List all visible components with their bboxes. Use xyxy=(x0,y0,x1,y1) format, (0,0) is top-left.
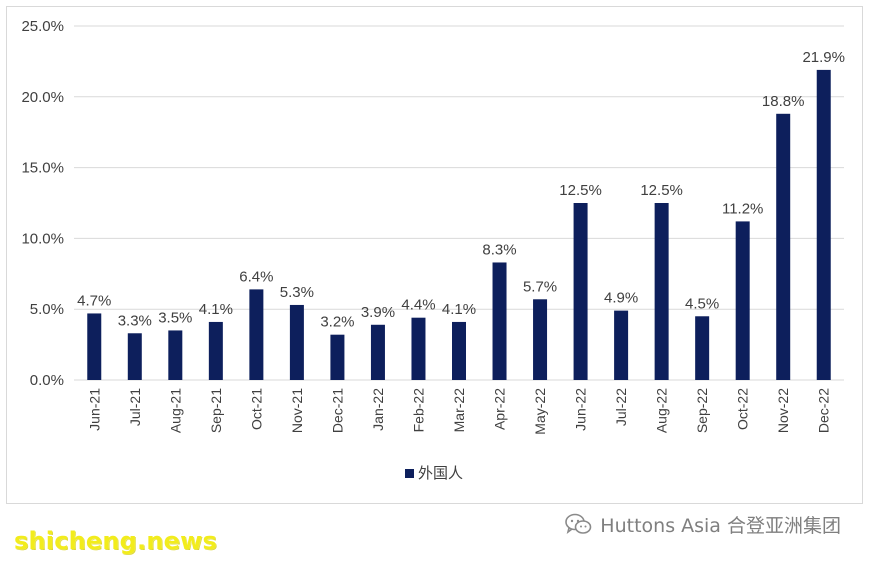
data-label: 4.1% xyxy=(199,301,233,318)
bar xyxy=(492,262,507,380)
bar xyxy=(533,299,548,380)
chart-frame: 0.0% 5.0% 10.0% 15.0% 20.0% 25.0% 4.7% Jun-21 3.… xyxy=(6,6,863,504)
data-label: 5.7% xyxy=(523,278,557,295)
bar xyxy=(695,316,710,380)
data-label: 6.4% xyxy=(239,268,273,285)
x-tick-label: Sep-21 xyxy=(208,388,224,433)
data-label: 4.9% xyxy=(604,290,638,307)
bar xyxy=(370,324,385,380)
wechat-icon xyxy=(564,512,592,536)
y-tick-label: 0.0% xyxy=(30,372,64,389)
bar xyxy=(614,310,629,380)
data-label: 5.3% xyxy=(280,284,314,301)
y-tick-label: 25.0% xyxy=(21,18,64,35)
bar xyxy=(330,334,345,380)
x-tick-label: Jun-21 xyxy=(86,388,102,431)
data-label: 4.4% xyxy=(401,297,435,314)
data-label: 12.5% xyxy=(559,182,602,199)
bar xyxy=(208,321,223,380)
bar xyxy=(411,317,426,380)
x-tick-label: Dec-21 xyxy=(329,388,345,433)
data-label: 4.1% xyxy=(442,301,476,318)
bar xyxy=(654,203,669,380)
bar xyxy=(127,333,142,380)
bar xyxy=(573,203,588,380)
y-tick-label: 10.0% xyxy=(21,230,64,247)
data-label: 11.2% xyxy=(722,200,763,217)
x-tick-label: Oct-22 xyxy=(735,388,751,430)
data-label: 4.7% xyxy=(77,292,111,309)
data-label: 12.5% xyxy=(640,182,683,199)
data-label: 18.8% xyxy=(762,93,805,110)
data-label: 3.2% xyxy=(320,314,354,331)
data-label: 3.5% xyxy=(158,309,192,326)
bar xyxy=(776,113,791,381)
x-tick-label: Nov-21 xyxy=(289,388,305,433)
y-tick-label: 15.0% xyxy=(21,160,64,177)
x-tick-label: Dec-22 xyxy=(816,388,832,433)
x-tick-label: Mar-22 xyxy=(451,388,467,433)
legend-swatch xyxy=(405,469,414,478)
x-tick-label: Apr-22 xyxy=(492,388,508,430)
x-tick-label: Jul-21 xyxy=(127,388,143,426)
site-watermark: shicheng.news xyxy=(14,527,217,555)
data-label: 3.3% xyxy=(118,312,152,329)
x-tick-label: May-22 xyxy=(532,388,548,435)
bar xyxy=(735,221,750,380)
x-tick-label: Jun-22 xyxy=(573,388,589,431)
data-label: 3.9% xyxy=(361,304,395,321)
x-tick-label: Jan-22 xyxy=(370,388,386,431)
bar xyxy=(289,304,304,380)
bar xyxy=(168,330,183,380)
y-tick-label: 5.0% xyxy=(30,301,64,318)
x-tick-label: Feb-22 xyxy=(410,388,426,433)
brand-name: Huttons Asia 合登亚洲集团 xyxy=(600,514,841,537)
bar xyxy=(452,321,466,380)
x-tick-label: Oct-21 xyxy=(248,388,264,430)
bar-chart: 0.0% 5.0% 10.0% 15.0% 20.0% 25.0% 4.7% Jun-21 3.… xyxy=(21,18,845,482)
y-tick-label: 20.0% xyxy=(21,89,64,106)
brand-watermark: Huttons Asia 合登亚洲集团 xyxy=(564,511,841,537)
x-tick-label: Nov-22 xyxy=(775,388,791,433)
legend-label: 外国人 xyxy=(418,464,463,482)
bar xyxy=(816,69,831,380)
bar xyxy=(87,313,102,380)
bar xyxy=(249,289,264,380)
data-label: 8.3% xyxy=(482,241,516,258)
x-tick-label: Aug-21 xyxy=(167,388,183,433)
x-tick-label: Sep-22 xyxy=(694,388,710,433)
data-label: 21.9% xyxy=(802,49,845,66)
data-label: 4.5% xyxy=(685,295,719,312)
x-tick-label: Aug-22 xyxy=(654,388,670,433)
x-tick-label: Jul-22 xyxy=(613,388,629,426)
